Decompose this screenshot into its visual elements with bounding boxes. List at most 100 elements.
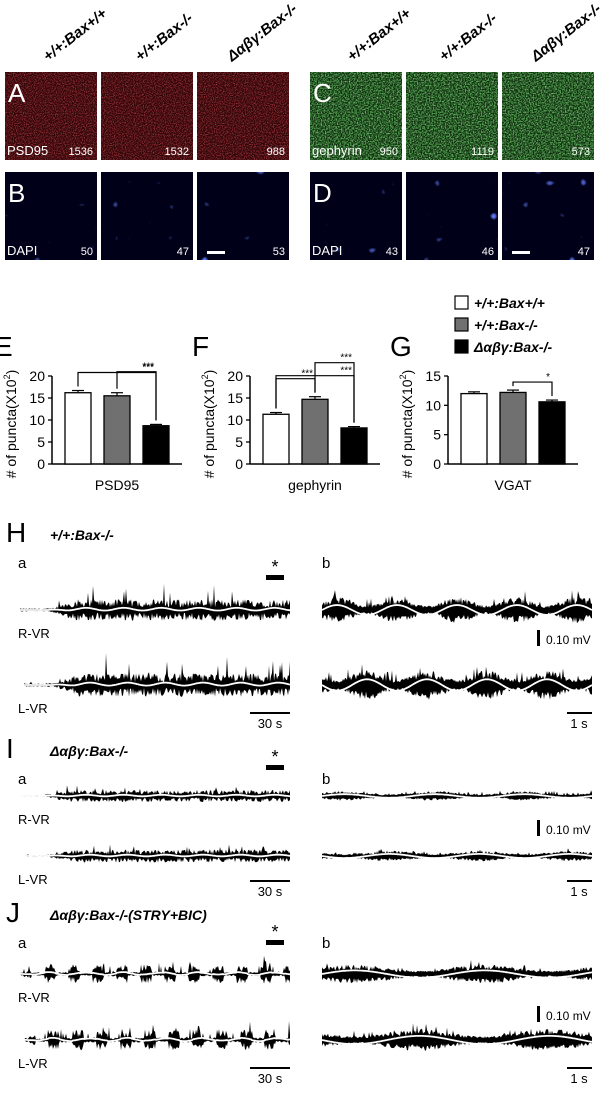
voltage-scale-bar — [537, 1006, 540, 1022]
bar — [103, 395, 131, 465]
header-right-3: Δαβγ:Bax-/- — [527, 0, 604, 66]
label-l-vr: L-VR — [18, 1056, 48, 1071]
label-r-vr: R-VR — [18, 812, 50, 827]
subpanel-a: a — [18, 771, 27, 788]
subpanel-b: b — [322, 935, 330, 952]
marker-label: DAPI — [7, 243, 37, 258]
header-right-2: +/+:Bax-/- — [436, 10, 500, 65]
bar — [301, 398, 329, 465]
trace-panel-h: H +/+:Bax-/- a b R-VR L-VR * 0.10 mV 30 s 1 s — [6, 517, 593, 731]
y-tick-label: 15 — [425, 368, 441, 384]
micrograph-count: 1119 — [471, 146, 494, 158]
panel-letter: H — [6, 517, 26, 548]
voltage-scale-label: 0.10 mV — [546, 633, 591, 647]
trace-genotype: +/+:Bax-/- — [50, 527, 114, 543]
panel-letter: E — [0, 331, 13, 362]
y-tick-label: 20 — [227, 368, 243, 384]
header-left-1: +/+:Bax+/+ — [40, 5, 110, 65]
y-tick-label: 20 — [29, 368, 45, 384]
legend-swatch-dko — [454, 339, 469, 354]
trace-envelope — [20, 793, 291, 798]
y-tick-label: 0 — [433, 456, 441, 472]
label-r-vr: R-VR — [18, 626, 50, 641]
panel-letter: G — [390, 331, 412, 362]
trace-envelope — [24, 853, 291, 858]
micrograph-top-texture — [406, 72, 498, 160]
y-axis-label: # of puncta(X102) — [398, 370, 415, 479]
micrograph-genotype-headers: +/+:Bax+/+ +/+:Bax-/- Δαβγ:Bax-/- +/+:Ba… — [40, 0, 604, 66]
panel-letter: A — [8, 78, 26, 108]
legend-swatch-bax — [454, 317, 469, 332]
panel-letter: C — [313, 78, 332, 108]
y-tick-label: 5 — [433, 427, 441, 443]
significance-label: *** — [142, 363, 154, 374]
time-scale-label-b: 1 s — [570, 716, 588, 731]
bar — [142, 425, 170, 465]
time-scale-label-b: 1 s — [570, 1071, 588, 1086]
trace-envelope — [321, 678, 593, 692]
trace-genotype: Δαβγ:Bax-/-(STRY+BIC) — [49, 907, 207, 923]
x-axis-label: PSD95 — [95, 477, 140, 493]
micrograph-grid: 1536 50 1532 47 988 53 A PSD95 B DAPI 950 43 1119 46 5… — [5, 72, 594, 260]
micrograph-top-texture — [5, 72, 97, 160]
y-tick-label: 10 — [227, 412, 243, 428]
y-tick-label: 15 — [227, 390, 243, 406]
subpanel-b: b — [322, 555, 330, 572]
y-axis-label: # of puncta(X102) — [2, 370, 19, 479]
micrograph-count: 950 — [380, 146, 398, 158]
micrograph-count: 53 — [273, 246, 285, 258]
time-scale-label-a: 30 s — [258, 884, 283, 899]
panel-letter: F — [192, 331, 209, 362]
bar — [460, 392, 488, 465]
bar — [64, 392, 92, 465]
panel-letter: D — [313, 178, 332, 208]
y-axis-label: # of puncta(X102) — [200, 370, 217, 479]
micrograph-count: 47 — [177, 246, 189, 258]
micrograph-dapi-texture — [5, 172, 97, 260]
label-r-vr: R-VR — [18, 990, 50, 1005]
significance-label: *** — [340, 366, 352, 377]
significance-bracket — [314, 362, 355, 423]
trace-signal — [24, 1021, 290, 1051]
micrograph-count: 50 — [81, 246, 93, 258]
micrograph-count: 988 — [267, 146, 285, 158]
trace-panel-i: I Δαβγ:Bax-/- a b R-VR L-VR * 0.10 mV 30 s 1 s — [6, 733, 593, 899]
y-tick-label: 5 — [235, 434, 243, 450]
micrograph-dapi-texture — [197, 172, 289, 260]
scale-bar — [512, 251, 530, 254]
subpanel-a: a — [18, 555, 27, 572]
x-axis-label: VGAT — [494, 477, 532, 493]
significance-bracket — [512, 381, 553, 397]
legend-label-dko: Δαβγ:Bax-/- — [473, 339, 552, 355]
scale-bar — [207, 251, 225, 254]
bar — [499, 391, 527, 465]
asterisk: * — [271, 922, 278, 942]
micrograph-dapi-texture — [502, 172, 594, 260]
micrograph-top-texture — [197, 72, 289, 160]
trace-signal — [322, 664, 592, 700]
x-axis-label: gephyrin — [288, 477, 342, 493]
micrograph-count: 43 — [386, 246, 398, 258]
y-tick-label: 10 — [425, 397, 441, 413]
voltage-scale-label: 0.10 mV — [546, 1009, 591, 1023]
voltage-scale-bar — [537, 820, 540, 836]
trace-genotype: Δαβγ:Bax-/- — [49, 743, 128, 759]
legend-swatch-wt — [454, 295, 469, 310]
trace-signal — [24, 844, 290, 863]
bar — [538, 401, 566, 465]
label-l-vr: L-VR — [18, 872, 48, 887]
trace-signal — [20, 583, 290, 621]
significance-label: *** — [142, 362, 154, 373]
trace-envelope — [321, 604, 593, 616]
micrograph-top-texture — [502, 72, 594, 160]
trace-envelope — [20, 606, 291, 612]
micrograph-top-texture — [310, 72, 402, 160]
trace-signal — [322, 590, 592, 624]
y-tick-label: 10 — [29, 412, 45, 428]
y-tick-label: 0 — [235, 456, 243, 472]
significance-bracket — [116, 371, 157, 421]
trace-panel-j: J Δαβγ:Bax-/-(STRY+BIC) a b R-VR L-VR * 0.10 mV… — [6, 897, 593, 1086]
significance-label: *** — [301, 369, 313, 380]
marker-label: gephyrin — [312, 143, 362, 158]
y-tick-label: 0 — [37, 456, 45, 472]
